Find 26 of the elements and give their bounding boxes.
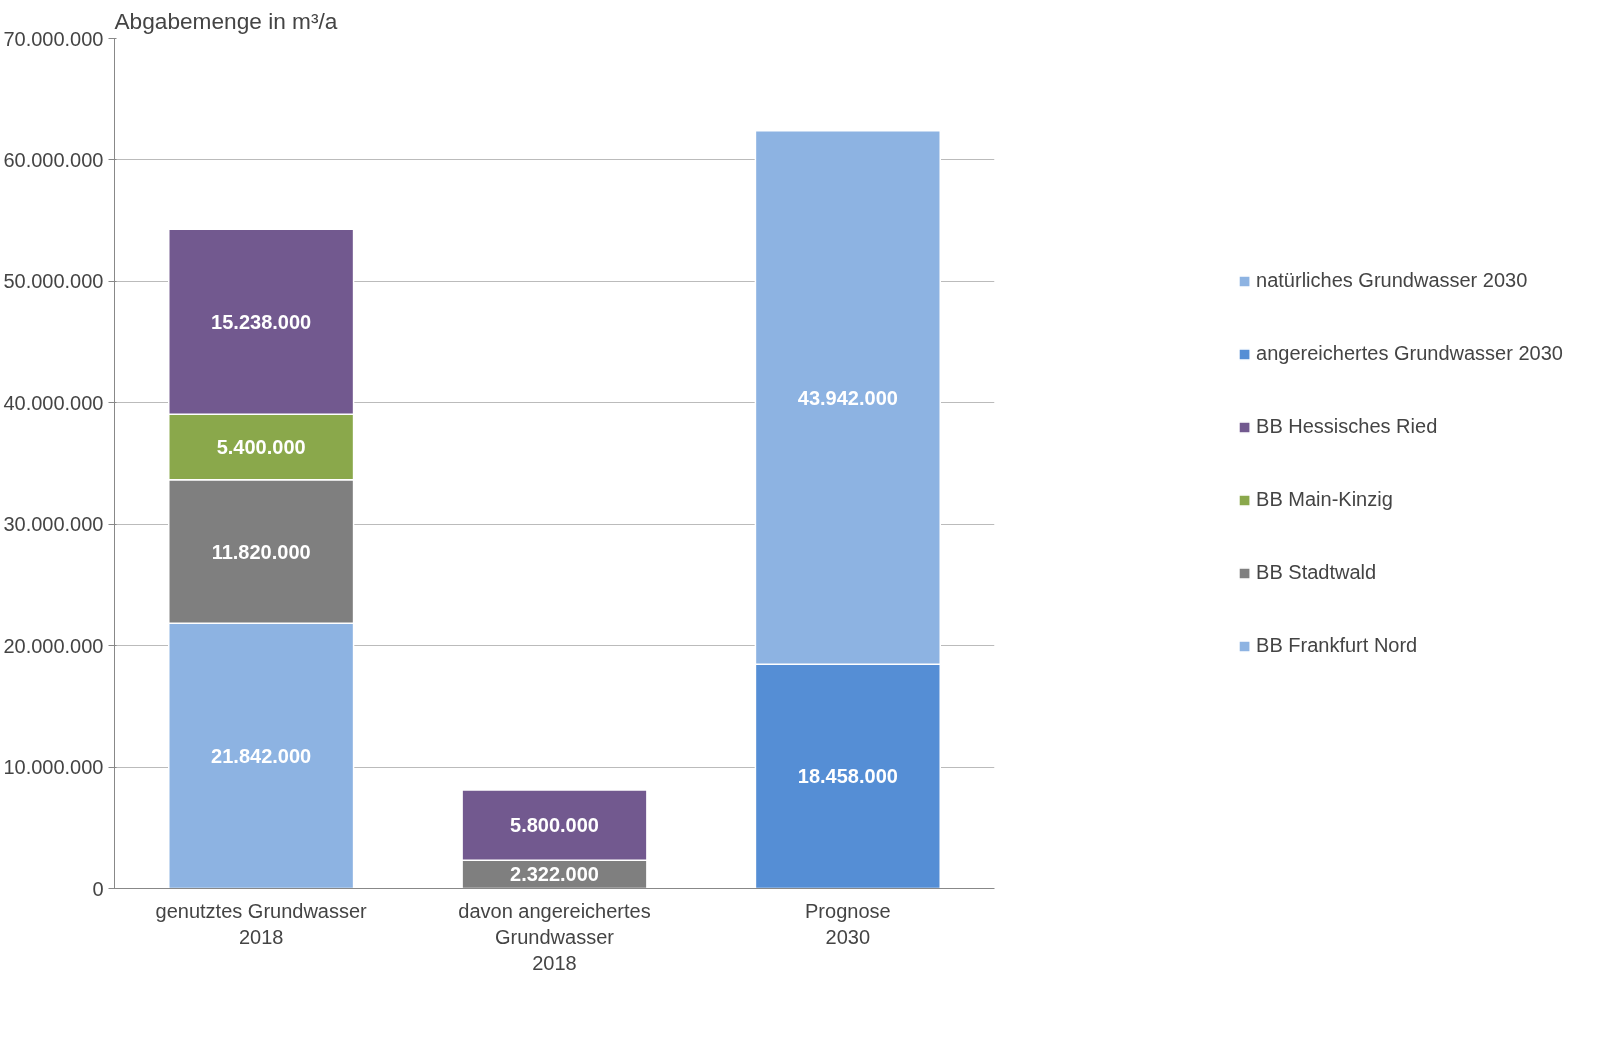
data-label: 18.458.000 <box>797 765 898 788</box>
data-label: 5.400.000 <box>216 435 306 458</box>
legend-label: BB Main-Kinzig <box>1256 488 1393 511</box>
y-tick-label: 10.000.000 <box>3 756 104 779</box>
y-tick-label: 0 <box>92 877 104 900</box>
y-axis-title: Abgabemenge in m³/a <box>114 7 338 34</box>
x-tick-label: davon angereichertes Grundwasser 2018 <box>458 899 651 975</box>
legend-label: angereichertes Grundwasser 2030 <box>1256 342 1563 365</box>
legend-label: BB Frankfurt Nord <box>1256 634 1418 657</box>
data-label: 5.800.000 <box>510 814 599 837</box>
y-tick-label: 40.000.000 <box>3 391 104 414</box>
y-tick-label: 20.000.000 <box>3 634 104 657</box>
legend-label: BB Stadtwald <box>1256 561 1377 584</box>
data-label: 15.238.000 <box>211 310 312 333</box>
data-label: 21.842.000 <box>211 744 312 767</box>
y-tick-label: 30.000.000 <box>3 513 104 536</box>
x-tick-label: Prognose 2030 <box>805 899 891 948</box>
data-label: 43.942.000 <box>797 386 898 409</box>
x-tick-label: genutztes Grundwasser 2018 <box>155 899 368 948</box>
legend-label: natürliches Grundwasser 2030 <box>1256 269 1528 292</box>
y-tick-label: 50.000.000 <box>3 270 104 293</box>
legend-label: BB Hessisches Ried <box>1256 415 1438 438</box>
data-label: 11.820.000 <box>211 540 311 563</box>
y-tick-label: 70.000.000 <box>3 27 104 50</box>
data-label: 2.322.000 <box>510 863 599 886</box>
y-tick-label: 60.000.000 <box>3 148 104 171</box>
